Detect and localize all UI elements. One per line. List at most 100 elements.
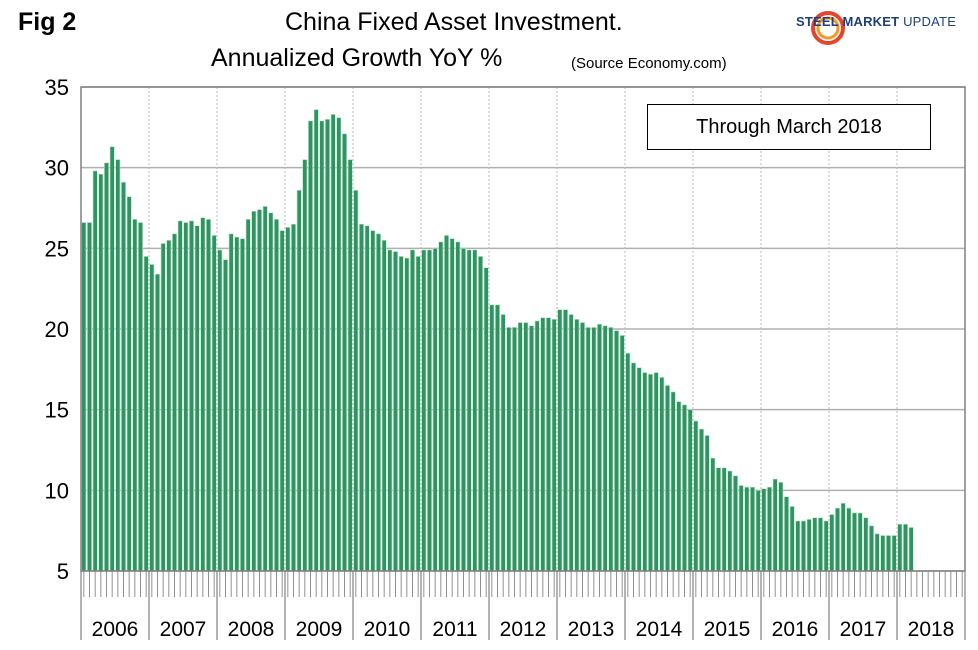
bar bbox=[591, 327, 597, 572]
bar bbox=[240, 238, 245, 572]
bar bbox=[500, 314, 506, 572]
bar bbox=[835, 507, 840, 572]
bar bbox=[495, 304, 500, 572]
bar bbox=[755, 490, 761, 572]
bar bbox=[874, 533, 880, 572]
bar bbox=[109, 146, 115, 572]
bar bbox=[359, 223, 364, 572]
figure-label: Fig 2 bbox=[18, 8, 77, 36]
bar bbox=[908, 527, 914, 572]
x-tick-label: 2008 bbox=[228, 618, 275, 641]
bar bbox=[568, 314, 574, 572]
x-tick-label: 2015 bbox=[704, 618, 751, 641]
bar bbox=[767, 486, 772, 572]
bar bbox=[863, 517, 869, 572]
bar bbox=[880, 535, 886, 572]
bar bbox=[869, 525, 874, 572]
bar bbox=[710, 457, 716, 572]
bar bbox=[92, 170, 98, 572]
bar bbox=[177, 220, 183, 572]
x-tick-label: 2012 bbox=[500, 618, 547, 641]
bar bbox=[857, 512, 863, 572]
bar bbox=[262, 206, 268, 572]
x-tick-label: 2018 bbox=[908, 618, 955, 641]
bar bbox=[319, 120, 325, 572]
bar bbox=[704, 435, 710, 572]
chart-title-line1: China Fixed Asset Investment. bbox=[285, 8, 623, 36]
bar bbox=[829, 514, 835, 572]
bar bbox=[376, 233, 381, 572]
bar bbox=[206, 218, 211, 572]
bar bbox=[846, 507, 852, 572]
bar bbox=[687, 409, 693, 572]
bar bbox=[87, 222, 92, 572]
bar bbox=[806, 519, 812, 572]
bar bbox=[98, 173, 104, 572]
bar bbox=[818, 517, 823, 572]
bar bbox=[257, 209, 262, 572]
bar bbox=[342, 133, 347, 572]
bar bbox=[138, 222, 143, 572]
bar bbox=[432, 248, 438, 572]
bar bbox=[461, 248, 466, 572]
bar bbox=[772, 478, 778, 572]
bar bbox=[149, 264, 155, 572]
x-tick-label: 2014 bbox=[636, 618, 683, 641]
bar bbox=[81, 222, 87, 572]
bar bbox=[886, 535, 891, 572]
bar bbox=[506, 327, 512, 572]
bar bbox=[733, 475, 738, 572]
y-tick-label: 25 bbox=[45, 236, 69, 261]
bar bbox=[325, 118, 330, 572]
bar bbox=[421, 249, 427, 572]
x-tick-label: 2010 bbox=[364, 618, 411, 641]
bar bbox=[217, 249, 223, 572]
annotation-box: Through March 2018 bbox=[647, 104, 931, 150]
bar bbox=[614, 330, 619, 572]
bar bbox=[512, 327, 517, 572]
y-tick-label: 10 bbox=[45, 478, 69, 503]
bar bbox=[597, 323, 602, 572]
source-note: (Source Economy.com) bbox=[571, 55, 727, 72]
bar bbox=[489, 304, 495, 572]
bar bbox=[189, 220, 194, 572]
plot-frame bbox=[80, 86, 966, 572]
bar bbox=[393, 251, 398, 572]
bar bbox=[852, 512, 857, 572]
chart-title-line2: Annualized Growth YoY % bbox=[211, 44, 503, 72]
bar bbox=[313, 109, 319, 572]
bar bbox=[410, 249, 415, 572]
bar bbox=[364, 225, 370, 572]
y-tick-label: 15 bbox=[45, 398, 69, 423]
bar bbox=[381, 239, 387, 572]
bar bbox=[132, 218, 138, 572]
bar bbox=[200, 217, 206, 572]
bar bbox=[744, 486, 750, 572]
bar bbox=[478, 256, 483, 572]
bar bbox=[183, 222, 189, 572]
bar bbox=[795, 520, 801, 572]
bar bbox=[659, 377, 665, 572]
bar bbox=[602, 325, 608, 572]
bar bbox=[155, 273, 160, 572]
bar bbox=[455, 241, 461, 572]
bar bbox=[427, 249, 432, 572]
bar bbox=[194, 225, 200, 572]
bar bbox=[483, 267, 489, 572]
bar bbox=[353, 189, 359, 572]
bar bbox=[121, 181, 126, 572]
bar bbox=[285, 227, 291, 572]
bar bbox=[245, 218, 251, 572]
bar bbox=[438, 241, 444, 572]
bar bbox=[404, 257, 410, 572]
bar bbox=[580, 322, 585, 572]
logo-swoosh-icon bbox=[811, 11, 845, 45]
y-tick-label: 35 bbox=[45, 75, 69, 100]
y-tick-label: 30 bbox=[45, 156, 69, 181]
bar bbox=[585, 327, 591, 572]
bar bbox=[682, 404, 687, 572]
x-tick-label: 2007 bbox=[160, 618, 207, 641]
bar bbox=[750, 486, 755, 572]
bar bbox=[126, 196, 132, 572]
